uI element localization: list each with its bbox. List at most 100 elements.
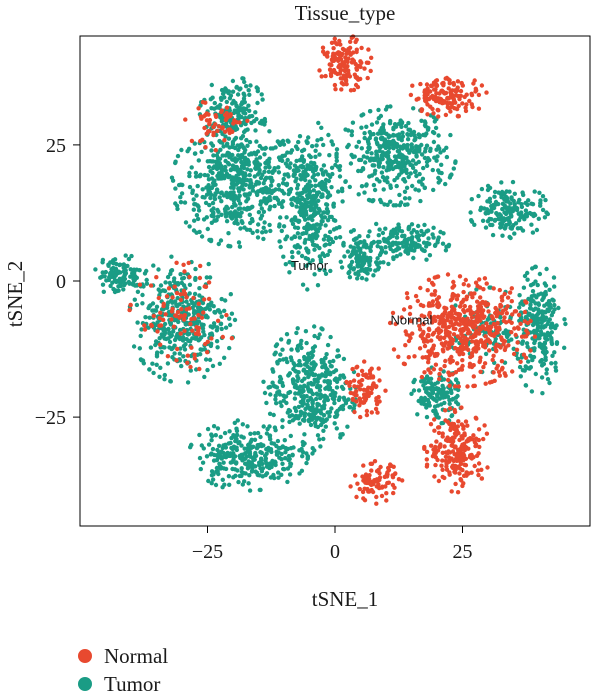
point-tumor bbox=[413, 161, 419, 166]
point-tumor bbox=[532, 264, 538, 270]
point-normal bbox=[434, 78, 440, 83]
point-tumor bbox=[422, 185, 427, 190]
point-tumor bbox=[320, 219, 325, 224]
point-tumor bbox=[356, 139, 362, 145]
point-normal bbox=[447, 330, 452, 336]
point-tumor bbox=[287, 165, 292, 170]
point-tumor bbox=[227, 108, 232, 113]
point-tumor bbox=[318, 222, 323, 227]
point-normal bbox=[474, 309, 480, 315]
point-normal bbox=[436, 478, 442, 484]
point-tumor bbox=[267, 424, 272, 429]
point-tumor bbox=[295, 378, 300, 384]
point-normal bbox=[501, 318, 507, 324]
point-tumor bbox=[393, 203, 399, 208]
point-tumor bbox=[423, 397, 428, 403]
point-normal bbox=[421, 321, 426, 327]
point-tumor bbox=[343, 127, 348, 132]
point-tumor bbox=[314, 391, 319, 396]
point-tumor bbox=[282, 438, 287, 443]
point-tumor bbox=[261, 379, 266, 384]
point-tumor bbox=[398, 145, 404, 150]
point-tumor bbox=[228, 460, 233, 465]
point-normal bbox=[347, 383, 352, 388]
y-axis-label: tSNE_2 bbox=[3, 261, 27, 328]
point-tumor bbox=[228, 212, 234, 217]
point-normal bbox=[462, 433, 467, 438]
point-tumor bbox=[519, 210, 524, 215]
point-tumor bbox=[310, 401, 315, 406]
point-tumor bbox=[108, 274, 114, 279]
point-tumor bbox=[287, 270, 292, 275]
point-normal bbox=[319, 74, 324, 79]
point-normal bbox=[205, 350, 210, 355]
point-tumor bbox=[325, 209, 331, 214]
point-normal bbox=[158, 342, 163, 347]
point-normal bbox=[465, 384, 470, 389]
point-tumor bbox=[539, 320, 544, 326]
point-normal bbox=[406, 355, 411, 360]
point-normal bbox=[466, 471, 471, 476]
point-normal bbox=[369, 55, 374, 60]
point-tumor bbox=[214, 469, 219, 474]
point-tumor bbox=[306, 351, 311, 356]
point-normal bbox=[433, 462, 438, 468]
point-tumor bbox=[542, 317, 547, 323]
point-tumor bbox=[319, 213, 324, 218]
point-tumor bbox=[496, 201, 501, 207]
point-normal bbox=[436, 430, 442, 436]
point-normal bbox=[220, 334, 225, 340]
point-tumor bbox=[200, 187, 205, 192]
point-normal bbox=[366, 375, 371, 380]
point-tumor bbox=[161, 328, 166, 333]
point-tumor bbox=[252, 437, 258, 442]
point-normal bbox=[207, 117, 213, 123]
point-normal bbox=[481, 308, 486, 313]
point-tumor bbox=[542, 215, 548, 220]
point-normal bbox=[174, 260, 179, 265]
point-normal bbox=[476, 461, 482, 466]
point-normal bbox=[166, 286, 172, 291]
point-tumor bbox=[434, 412, 439, 417]
point-tumor bbox=[411, 228, 416, 233]
point-tumor bbox=[186, 146, 192, 151]
point-normal bbox=[407, 311, 413, 317]
point-tumor bbox=[257, 155, 263, 160]
point-tumor bbox=[269, 449, 274, 455]
point-tumor bbox=[281, 393, 286, 398]
point-tumor bbox=[266, 169, 272, 174]
point-normal bbox=[366, 47, 371, 52]
point-tumor bbox=[209, 82, 214, 88]
point-tumor bbox=[275, 139, 280, 144]
point-tumor bbox=[177, 351, 182, 356]
point-normal bbox=[429, 347, 434, 352]
point-tumor bbox=[304, 263, 309, 269]
point-normal bbox=[366, 488, 371, 493]
point-normal bbox=[456, 93, 461, 99]
point-tumor bbox=[257, 487, 262, 493]
point-tumor bbox=[225, 90, 231, 95]
point-tumor bbox=[195, 203, 200, 208]
point-tumor bbox=[300, 282, 306, 287]
point-tumor bbox=[254, 157, 259, 162]
point-tumor bbox=[210, 180, 216, 186]
point-tumor bbox=[144, 268, 149, 274]
point-tumor bbox=[380, 154, 385, 159]
point-normal bbox=[330, 54, 335, 59]
point-tumor bbox=[526, 198, 531, 203]
point-tumor bbox=[377, 227, 382, 232]
point-normal bbox=[455, 334, 460, 339]
point-tumor bbox=[249, 152, 255, 157]
point-normal bbox=[222, 112, 228, 118]
point-normal bbox=[337, 50, 342, 56]
point-normal bbox=[222, 138, 227, 143]
point-tumor bbox=[232, 220, 237, 226]
point-normal bbox=[213, 148, 218, 153]
point-tumor bbox=[340, 406, 346, 412]
point-tumor bbox=[233, 203, 238, 208]
point-normal bbox=[479, 476, 485, 481]
point-normal bbox=[374, 469, 380, 474]
point-tumor bbox=[254, 85, 259, 90]
point-tumor bbox=[517, 293, 522, 298]
point-normal bbox=[434, 274, 439, 280]
